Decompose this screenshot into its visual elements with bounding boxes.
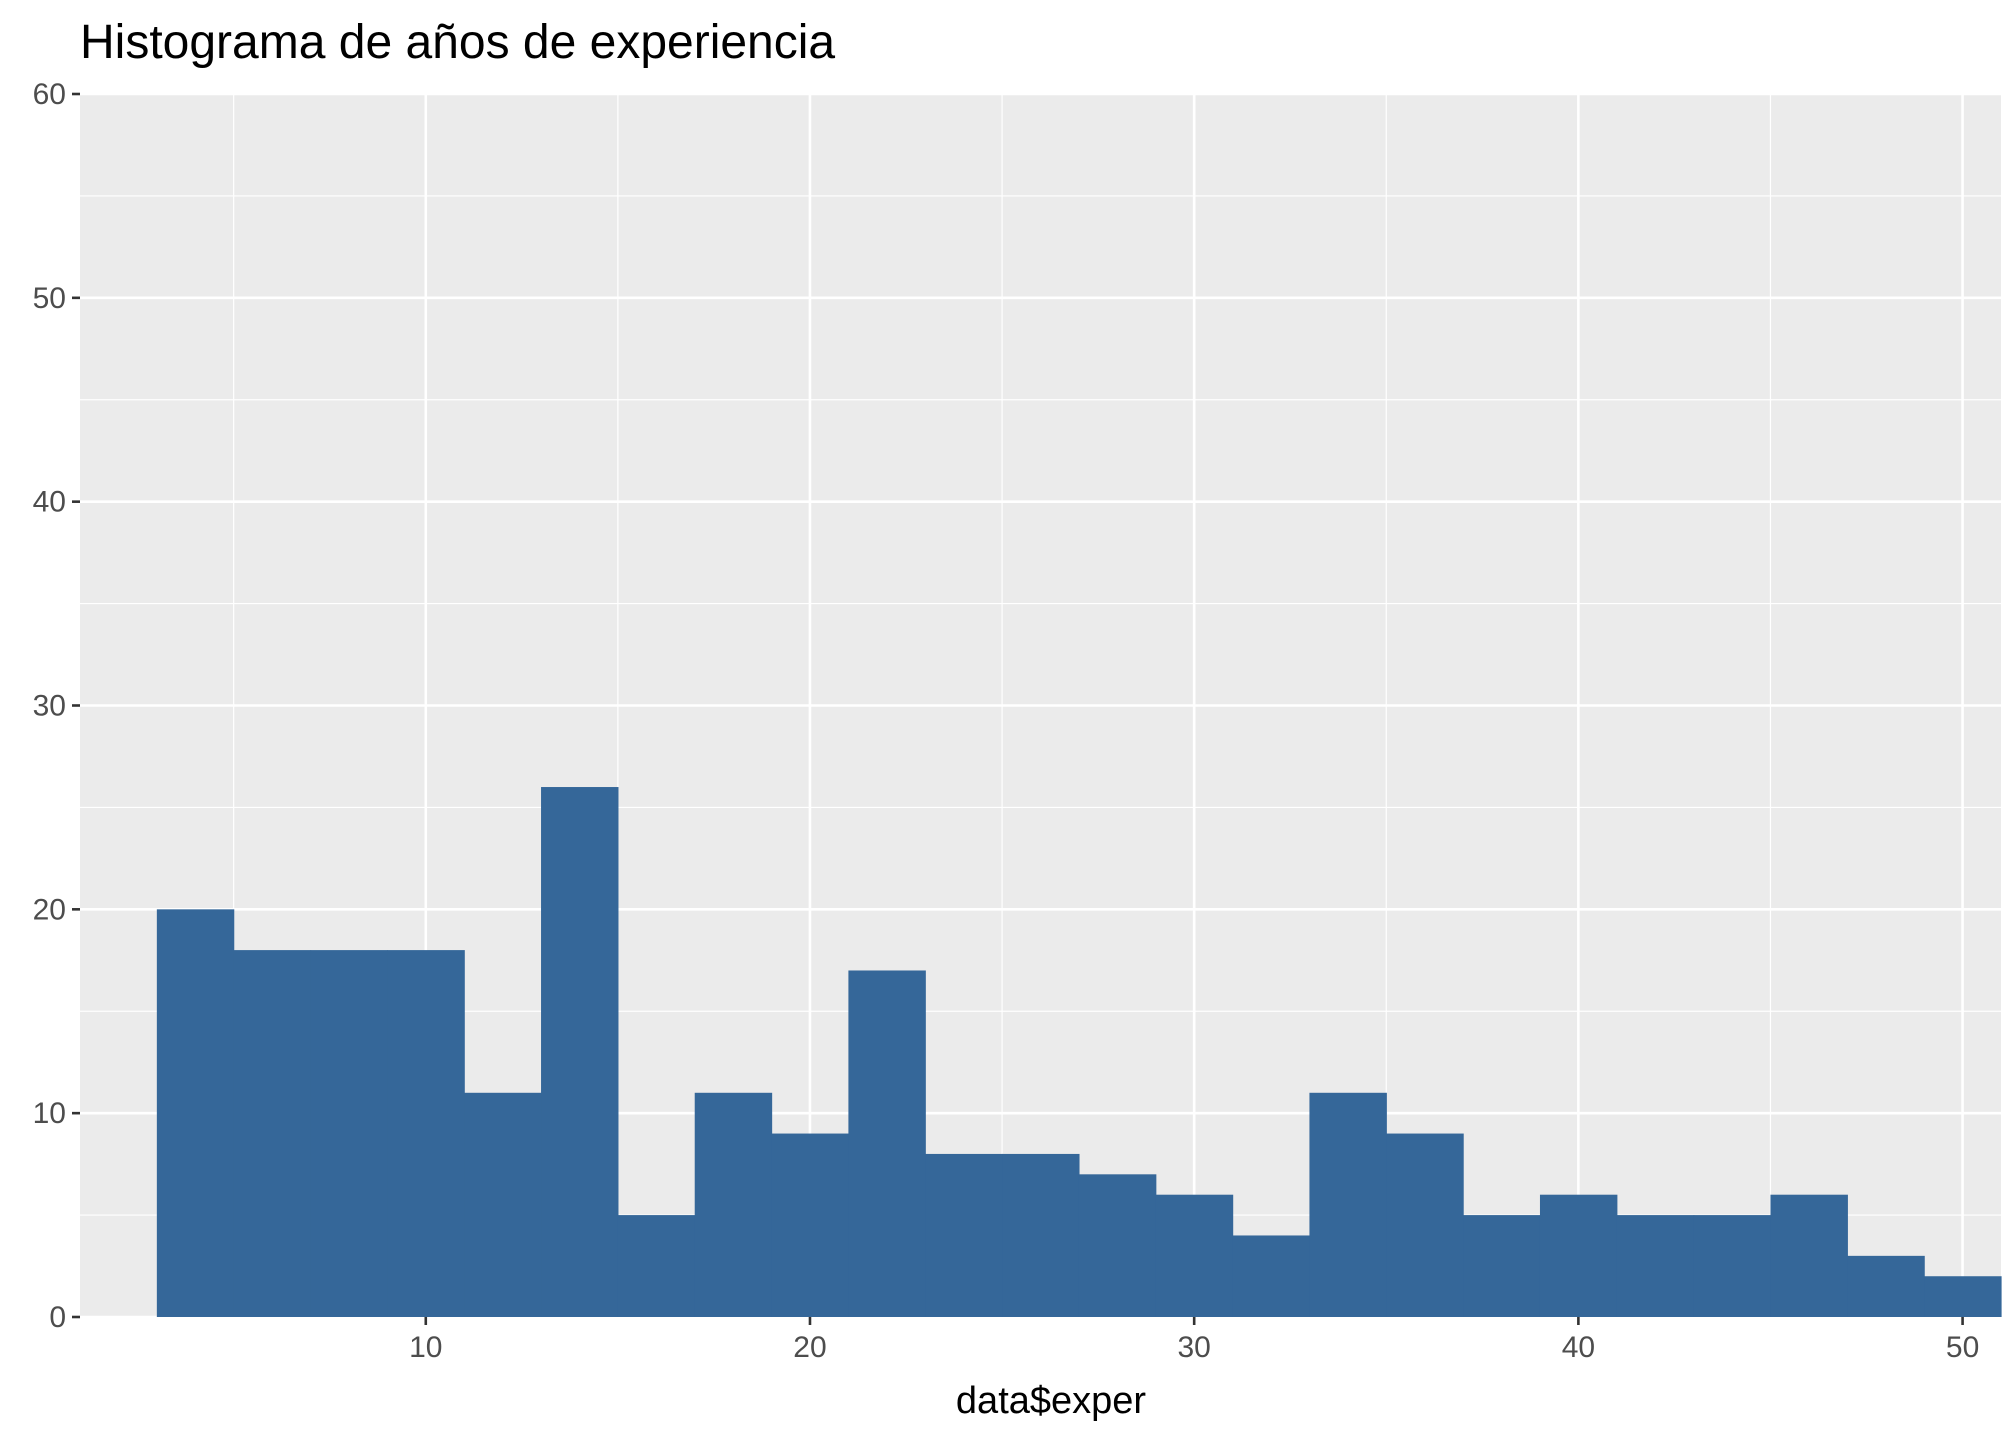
histogram-bars (156, 787, 2002, 1317)
x-tick-label: 20 (793, 1331, 826, 1364)
histogram-bar (1539, 1194, 1618, 1317)
histogram-bar (1309, 1092, 1387, 1317)
x-tick-label: 50 (1946, 1331, 1979, 1364)
x-tick-label: 10 (409, 1331, 442, 1364)
y-tick-label: 0 (49, 1301, 66, 1334)
histogram-bar (617, 1215, 696, 1317)
histogram-bar (848, 970, 926, 1317)
histogram-bar (694, 1092, 773, 1317)
histogram-bar (1847, 1255, 1925, 1317)
y-tick-label: 30 (33, 690, 66, 723)
histogram-bar (1232, 1235, 1311, 1317)
histogram-bar (310, 950, 388, 1317)
histogram-bar (541, 787, 619, 1317)
chart-title: Histograma de años de experiencia (80, 16, 835, 69)
y-tick-label: 50 (33, 282, 66, 315)
x-axis-title: data$exper (956, 1380, 1146, 1422)
histogram-bar (464, 1092, 542, 1317)
x-axis: 10 20 30 40 50 (409, 1317, 1979, 1364)
histogram-bar (771, 1133, 849, 1317)
histogram-bar (1924, 1276, 2002, 1317)
histogram-bar (233, 950, 312, 1317)
histogram-bar (387, 950, 465, 1317)
y-tick-label: 20 (33, 893, 66, 926)
histogram-bar (1616, 1215, 1695, 1317)
histogram-bar (156, 909, 235, 1317)
x-tick-label: 30 (1177, 1331, 1210, 1364)
y-tick-label: 10 (33, 1097, 66, 1130)
histogram-bar (1693, 1215, 1772, 1317)
histogram-bar (1463, 1215, 1541, 1317)
histogram-bar (1078, 1174, 1157, 1317)
histogram-bar (1002, 1153, 1080, 1317)
y-axis: 0 10 20 30 40 50 60 (33, 78, 80, 1334)
histogram-bar (925, 1153, 1003, 1317)
histogram-bar (1770, 1194, 1848, 1317)
y-tick-label: 40 (33, 486, 66, 519)
x-tick-label: 40 (1562, 1331, 1595, 1364)
histogram-bar (1386, 1133, 1464, 1317)
y-tick-label: 60 (33, 78, 66, 111)
histogram-bar (1155, 1194, 1234, 1317)
